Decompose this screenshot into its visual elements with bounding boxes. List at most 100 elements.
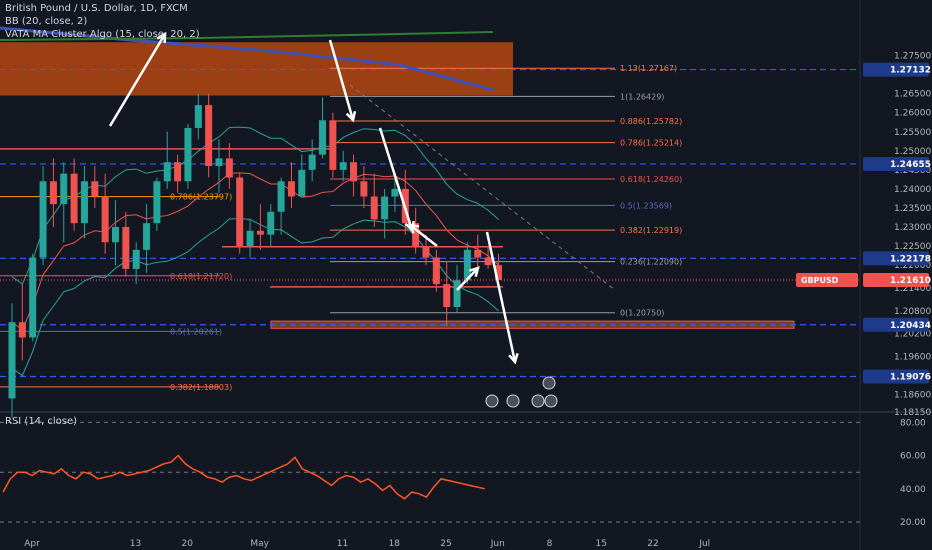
- time-tick-label: 11: [337, 539, 348, 549]
- price-tick-label: 1.23500: [894, 204, 931, 214]
- candle-body: [412, 223, 420, 247]
- candle-body: [443, 284, 451, 308]
- candle-body: [29, 257, 37, 338]
- fib-level-label: 0.5(1.20261): [170, 327, 222, 336]
- price-level-tag: [863, 62, 929, 77]
- candle-body: [18, 322, 26, 338]
- bb-lower-band: [11, 218, 499, 377]
- price-level-tag: [863, 156, 929, 171]
- candle-body: [360, 181, 368, 197]
- rsi-tick-label: 40.00: [900, 485, 926, 495]
- fib-level-label: 0.618(1.21720): [170, 272, 232, 281]
- fib-level-label: 0.886(1.25782): [620, 117, 682, 126]
- candle-body: [153, 181, 161, 224]
- candle-body: [60, 173, 68, 205]
- fib-level-label: 0.786(1.25214): [620, 139, 682, 148]
- candle-body: [8, 322, 16, 399]
- time-tick-label: Jun: [490, 539, 505, 549]
- fib-level-label: 1.13(1.27167): [620, 64, 677, 73]
- time-tick-label: 15: [596, 539, 607, 549]
- candle-body: [132, 249, 140, 269]
- bb-legend[interactable]: BB (20, close, 2): [5, 16, 88, 27]
- candle-body: [422, 246, 430, 258]
- price-tick-label: 1.24000: [894, 185, 931, 195]
- price-tick-label: 1.22000: [894, 261, 931, 271]
- price-level-tag-label: 1.22178: [890, 254, 931, 264]
- symbol-tag-label: GBPUSD: [801, 276, 839, 285]
- fib-level-label: 0(1.20750): [620, 309, 664, 318]
- fib-level-label: 0.382(1.18803): [170, 383, 232, 392]
- fib-level-label: 0.618(1.24260): [620, 175, 682, 184]
- projection-arrow: [409, 224, 438, 247]
- current-price-value: 1.21610: [890, 276, 931, 286]
- fib-level-label: 0.786(1.23797): [170, 193, 232, 202]
- bb-basis-line: [11, 172, 499, 331]
- candle-body: [112, 227, 119, 243]
- candle-body: [370, 196, 378, 220]
- candle-body: [329, 120, 337, 170]
- arrow-head: [508, 353, 519, 365]
- price-level-tag-label: 1.20434: [890, 321, 931, 331]
- price-tick-label: 1.20200: [894, 330, 931, 340]
- candle-body: [80, 181, 88, 224]
- candle-body: [298, 169, 306, 197]
- fib-level-label: 1(1.26429): [620, 92, 664, 101]
- candle-body: [484, 257, 492, 266]
- price-tick-label: 1.21400: [894, 284, 931, 294]
- economic-event-icon: [544, 394, 558, 408]
- time-tick-label: Apr: [24, 539, 40, 549]
- time-tick-label: 13: [130, 539, 141, 549]
- price-level-tag-label: 1.19076: [890, 373, 931, 383]
- candle-body: [463, 249, 471, 281]
- economic-event-icon: [531, 394, 545, 408]
- symbol-tag: [796, 272, 858, 287]
- time-tick-label: 8: [547, 539, 553, 549]
- fib-level-label: 0.5(1.23569): [620, 201, 672, 210]
- projection-arrow: [485, 231, 517, 363]
- candle-body: [381, 196, 389, 220]
- candle-body: [205, 105, 213, 167]
- projection-arrow: [378, 127, 414, 231]
- vata-legend[interactable]: VATA MA Cluster Algo (15, close, 20, 2): [5, 29, 200, 40]
- price-tick-label: 1.25500: [894, 128, 931, 138]
- price-level-tag-label: 1.27132: [890, 66, 931, 76]
- candle-body: [287, 181, 295, 197]
- candle-body: [163, 162, 171, 182]
- price-tick-label: 1.18600: [894, 391, 931, 401]
- candle-body: [49, 181, 57, 205]
- economic-event-icon: [485, 394, 499, 408]
- price-tick-label: 1.26000: [894, 109, 931, 119]
- projection-arrow: [108, 33, 167, 127]
- rsi-legend[interactable]: RSI (14, close): [5, 416, 78, 427]
- candle-body: [194, 105, 202, 128]
- vata-ma-line: [0, 26, 494, 92]
- candle-body: [236, 177, 244, 247]
- time-tick-label: 18: [389, 539, 401, 549]
- candle-body: [246, 230, 254, 247]
- candle-body: [432, 257, 440, 285]
- candle-body: [277, 181, 285, 212]
- time-tick-label: Jul: [698, 539, 710, 549]
- price-level-tag-label: 1.24655: [890, 160, 931, 170]
- candle-body: [215, 158, 223, 167]
- price-level-tag: [863, 251, 929, 266]
- candle-body: [391, 188, 399, 197]
- price-tick-label: 1.18150: [894, 408, 931, 418]
- candle-body: [350, 162, 358, 182]
- time-tick-label: 20: [182, 539, 194, 549]
- fib-level-label: 0.382(1.22919): [620, 226, 682, 235]
- symbol-legend[interactable]: British Pound / U.S. Dollar, 1D, FXCM: [5, 3, 188, 14]
- projection-arrow: [328, 39, 355, 121]
- current-price-tag: [863, 272, 929, 287]
- candle-body: [267, 211, 275, 235]
- candle-body: [494, 265, 502, 280]
- candle-body: [101, 196, 109, 243]
- candle-body: [122, 227, 130, 269]
- candle-body: [91, 181, 99, 197]
- rsi-tick-label: 80.00: [900, 418, 926, 428]
- candle-body: [225, 158, 233, 178]
- time-tick-label: 22: [647, 539, 658, 549]
- candle-body: [319, 120, 326, 155]
